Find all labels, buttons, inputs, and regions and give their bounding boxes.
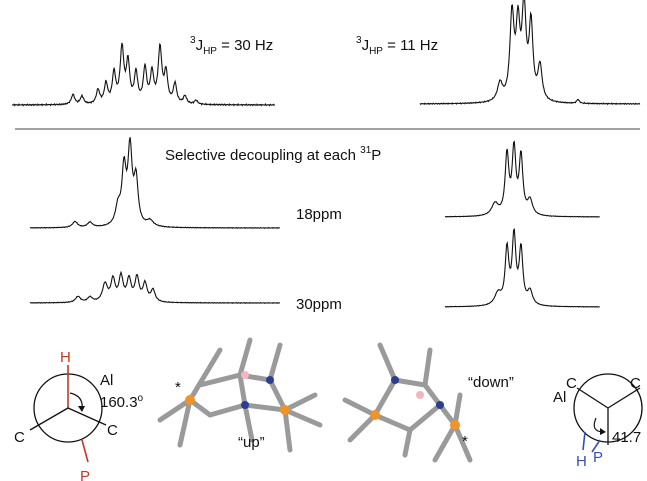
down-molecule (342, 342, 473, 463)
atom-label: P (80, 468, 90, 481)
spectrum (444, 140, 600, 218)
angle-label: 41.7 (612, 429, 641, 446)
value: = 30 Hz (217, 37, 273, 54)
spectrum (444, 227, 600, 308)
spectra (11, 0, 641, 308)
symbol: J (362, 37, 370, 54)
coupling-label: 3JHP = 30 Hz (190, 35, 273, 57)
angle: 160.3 (100, 394, 138, 411)
star: * (462, 433, 468, 450)
conformer-label: “up” (238, 434, 265, 451)
element: P (371, 147, 381, 164)
atom-label: Al (100, 372, 113, 389)
symbol: J (196, 37, 204, 54)
row-label: 30ppm (296, 296, 342, 313)
up-molecule (157, 337, 323, 453)
decoupling-label: Selective decoupling at each 31P (165, 145, 381, 164)
value: = 11 Hz (383, 37, 438, 54)
spectrum (419, 0, 641, 106)
star: * (175, 379, 181, 396)
subscript: HP (203, 46, 217, 57)
atom-label: H (60, 349, 71, 366)
row-label: 18ppm (296, 206, 342, 223)
atom-label: H (576, 453, 587, 470)
atom-label: C (107, 422, 118, 439)
conformer-label: “down” (468, 374, 514, 391)
newman-right: C Al C H P 41.7 (553, 373, 643, 470)
atom-label: C (630, 375, 641, 392)
coupling-label: 3JHP = 11 Hz (356, 35, 438, 57)
subscript: HP (369, 46, 383, 57)
superscript: 3 (356, 35, 362, 46)
superscript: 3 (190, 35, 196, 46)
spectrum (29, 137, 281, 230)
spectrum (11, 42, 275, 107)
spectrum (29, 270, 281, 305)
atom-label: Al (553, 389, 566, 406)
text: Selective decoupling at each (165, 147, 360, 164)
atom-label: C (566, 375, 577, 392)
degree: o (138, 393, 144, 404)
atom-label: P (593, 449, 603, 466)
newman-left: H Al 160.3o C C P (14, 349, 144, 481)
superscript: 31 (360, 145, 372, 156)
atom-label: C (14, 429, 25, 446)
angle-label: 160.3o (100, 393, 144, 411)
